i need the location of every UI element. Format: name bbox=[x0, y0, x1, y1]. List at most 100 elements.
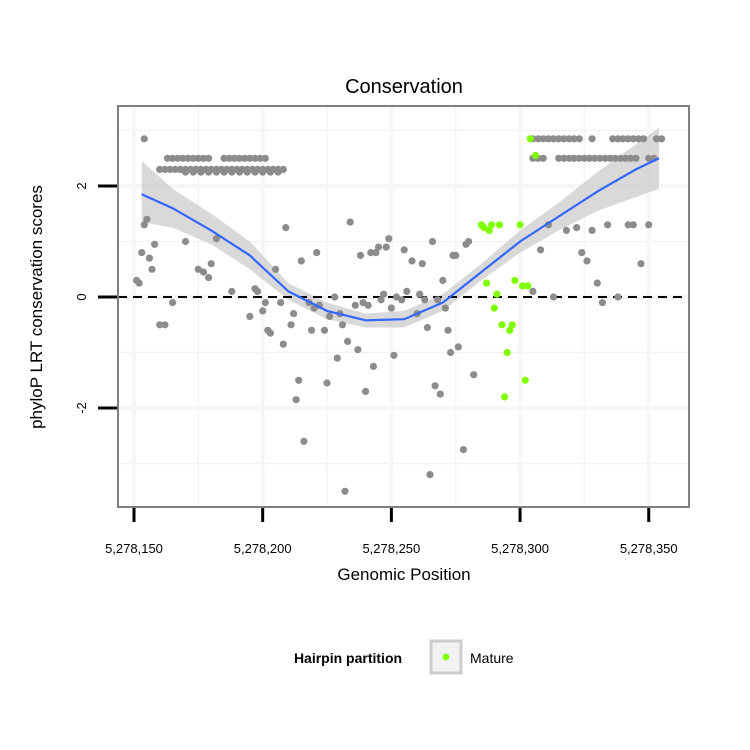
data-point bbox=[251, 154, 259, 162]
data-point bbox=[140, 135, 148, 143]
data-point bbox=[387, 304, 395, 312]
chart-title: Conservation bbox=[345, 76, 463, 98]
data-point bbox=[591, 154, 599, 162]
data-point bbox=[225, 154, 233, 162]
data-point bbox=[351, 301, 359, 309]
data-point bbox=[596, 154, 604, 162]
legend-label-mature: Mature bbox=[470, 650, 514, 666]
data-point bbox=[197, 168, 205, 176]
data-point bbox=[539, 154, 547, 162]
data-point bbox=[326, 312, 334, 320]
data-point bbox=[390, 351, 398, 359]
data-point bbox=[138, 249, 146, 257]
data-point bbox=[212, 235, 220, 243]
data-point bbox=[256, 154, 264, 162]
data-point bbox=[604, 221, 612, 229]
legend-mature-marker bbox=[442, 653, 450, 661]
data-point bbox=[549, 135, 558, 143]
data-point bbox=[441, 304, 449, 312]
data-point bbox=[428, 237, 437, 246]
data-point bbox=[277, 299, 285, 307]
data-point bbox=[624, 221, 632, 229]
data-point-mature bbox=[498, 321, 506, 329]
data-point-mature bbox=[488, 221, 496, 229]
data-point bbox=[637, 260, 645, 268]
data-point bbox=[140, 221, 148, 229]
data-point bbox=[624, 135, 632, 143]
data-point bbox=[418, 260, 426, 268]
data-point bbox=[156, 321, 164, 329]
data-point bbox=[658, 135, 666, 143]
data-point bbox=[259, 307, 267, 315]
data-point bbox=[171, 165, 179, 173]
data-point bbox=[194, 154, 202, 162]
data-point-mature bbox=[521, 376, 529, 384]
data-point bbox=[426, 471, 434, 479]
data-point bbox=[560, 154, 568, 162]
data-point bbox=[622, 154, 630, 162]
data-point bbox=[166, 165, 174, 173]
data-point bbox=[565, 154, 573, 162]
y-tick-label: -2 bbox=[74, 402, 89, 414]
data-point bbox=[369, 362, 377, 370]
data-point bbox=[578, 249, 586, 257]
data-point bbox=[235, 154, 244, 162]
data-point bbox=[205, 154, 213, 162]
data-point bbox=[629, 221, 637, 229]
data-point bbox=[282, 224, 290, 232]
confidence-band bbox=[141, 127, 659, 328]
data-point bbox=[279, 340, 287, 348]
data-point bbox=[436, 390, 444, 398]
data-point bbox=[261, 154, 269, 162]
data-point bbox=[297, 257, 305, 265]
data-point bbox=[156, 165, 164, 173]
data-point-mature bbox=[508, 321, 516, 329]
data-point bbox=[583, 257, 591, 265]
data-point-mature bbox=[516, 221, 524, 229]
data-point bbox=[163, 154, 172, 162]
data-point bbox=[601, 154, 609, 162]
data-point bbox=[372, 249, 380, 257]
data-point-mature bbox=[526, 135, 534, 143]
data-point-mature bbox=[519, 282, 527, 290]
data-point-mature bbox=[511, 276, 519, 284]
data-point bbox=[565, 135, 573, 143]
data-point bbox=[575, 154, 583, 162]
data-point bbox=[272, 265, 280, 273]
data-point bbox=[470, 371, 478, 379]
data-point bbox=[593, 279, 601, 287]
data-point bbox=[555, 154, 563, 162]
data-point bbox=[235, 168, 244, 176]
data-point bbox=[338, 321, 347, 329]
data-point bbox=[408, 257, 416, 265]
data-point bbox=[529, 287, 537, 295]
data-point bbox=[320, 326, 329, 334]
data-point bbox=[205, 168, 213, 176]
data-point bbox=[614, 135, 622, 143]
data-point bbox=[447, 348, 455, 357]
data-point bbox=[181, 237, 190, 246]
data-point bbox=[611, 154, 619, 162]
data-point bbox=[560, 135, 568, 143]
data-point-mature bbox=[503, 348, 511, 357]
data-point bbox=[385, 235, 393, 243]
data-point bbox=[609, 135, 617, 143]
data-point bbox=[189, 168, 197, 176]
data-point bbox=[145, 254, 153, 262]
data-point bbox=[300, 437, 308, 445]
data-point bbox=[333, 354, 341, 362]
panel-border bbox=[117, 105, 690, 508]
data-point bbox=[562, 226, 571, 234]
x-axis-label: Genomic Position bbox=[337, 565, 470, 584]
data-point bbox=[308, 326, 316, 334]
data-point bbox=[228, 287, 236, 295]
data-point bbox=[549, 293, 558, 301]
data-point bbox=[382, 243, 390, 251]
data-point-mature bbox=[501, 393, 509, 401]
data-point bbox=[228, 168, 236, 176]
data-point bbox=[627, 154, 635, 162]
data-point bbox=[652, 135, 661, 143]
data-point-mature bbox=[490, 304, 498, 312]
data-point bbox=[246, 312, 254, 320]
